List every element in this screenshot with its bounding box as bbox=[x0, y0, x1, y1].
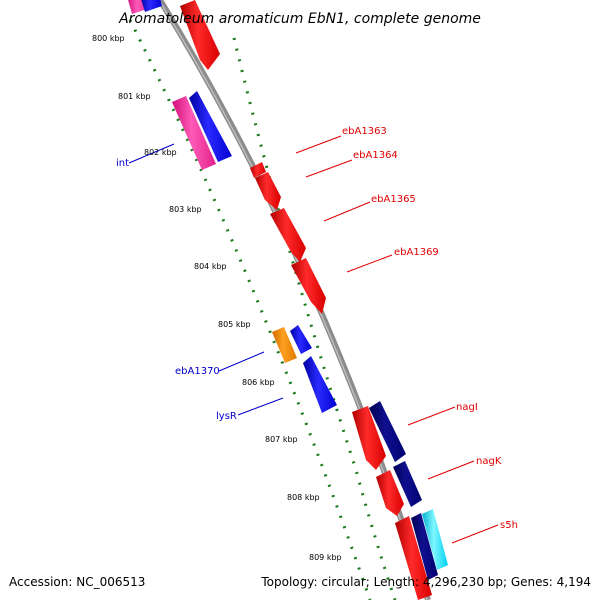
blue-cds bbox=[290, 325, 312, 354]
gene-labels: ebA1363 ebA1364 ebA1365 ebA1369 nagI nag… bbox=[116, 126, 518, 531]
blue-cds bbox=[189, 91, 232, 162]
leader-ebA1370 bbox=[218, 351, 265, 372]
gene-label-s5h: s5h bbox=[500, 520, 518, 531]
leader-ebA1364 bbox=[305, 159, 353, 178]
tick-label: 805 kbp bbox=[218, 320, 251, 329]
nagK-cds bbox=[376, 470, 404, 516]
reverse-strand-features bbox=[128, 0, 337, 413]
leader-ebA1369 bbox=[346, 254, 393, 273]
nagK-dark-cds bbox=[393, 461, 422, 507]
leader-lysR bbox=[237, 397, 284, 416]
ebA1365-cds bbox=[291, 258, 326, 314]
gene-label-int: int bbox=[116, 158, 129, 169]
tick-label: 807 kbp bbox=[265, 435, 298, 444]
lysR-cds bbox=[303, 356, 337, 413]
ebA1363-cds bbox=[255, 172, 281, 210]
label-leaders bbox=[128, 135, 499, 544]
gene-label-ebA1363: ebA1363 bbox=[342, 126, 387, 137]
red-cds bbox=[250, 162, 266, 178]
inner-dotted-track bbox=[128, 19, 372, 600]
tick-label: 804 kbp bbox=[194, 262, 227, 271]
s5h-cds bbox=[395, 516, 432, 600]
ebA1364-cds bbox=[270, 208, 306, 262]
genome-summary-text: Topology: circular; Length: 4,296,230 bp… bbox=[260, 575, 591, 589]
outer-dotted-track bbox=[232, 37, 397, 600]
gene-label-ebA1364: ebA1364 bbox=[353, 150, 398, 161]
tick-label: 801 kbp bbox=[118, 92, 151, 101]
map-title: Aromatoleum aromaticum EbN1, complete ge… bbox=[118, 11, 481, 27]
gene-label-ebA1365: ebA1365 bbox=[371, 194, 416, 205]
genome-backbone-highlight bbox=[158, 0, 428, 600]
nagI-dark-cds bbox=[369, 401, 406, 462]
gene-label-nagI: nagI bbox=[456, 402, 478, 413]
tick-label: 802 kbp bbox=[144, 148, 177, 157]
leader-int bbox=[128, 143, 175, 164]
gene-label-lysR: lysR bbox=[216, 411, 237, 422]
red-cds bbox=[180, 0, 220, 70]
nagI-cds bbox=[352, 406, 386, 470]
tick-label: 808 kbp bbox=[287, 493, 320, 502]
leader-nagK bbox=[427, 460, 475, 480]
tick-label: 803 kbp bbox=[169, 205, 202, 214]
blue-cds bbox=[141, 0, 162, 12]
s5h-cyan-cds bbox=[422, 509, 448, 570]
tick-label: 809 kbp bbox=[309, 553, 342, 562]
leader-ebA1365 bbox=[323, 201, 371, 222]
ebA1370-cds bbox=[272, 327, 297, 363]
gene-label-ebA1370: ebA1370 bbox=[175, 366, 220, 377]
tick-labels: 800 kbp 801 kbp 802 kbp 803 kbp 804 kbp … bbox=[92, 34, 342, 562]
gene-label-nagK: nagK bbox=[476, 456, 502, 467]
int-cds bbox=[172, 96, 216, 170]
gene-label-ebA1369: ebA1369 bbox=[394, 247, 439, 258]
tick-label: 800 kbp bbox=[92, 34, 125, 43]
leader-s5h bbox=[451, 524, 499, 544]
leader-ebA1363 bbox=[295, 135, 342, 154]
accession-text: Accession: NC_006513 bbox=[9, 575, 145, 589]
s5h-dark-cds bbox=[411, 513, 438, 580]
genome-backbone bbox=[157, 0, 431, 600]
leader-nagI bbox=[407, 406, 456, 426]
tick-label: 806 kbp bbox=[242, 378, 275, 387]
forward-strand-features bbox=[180, 0, 448, 600]
